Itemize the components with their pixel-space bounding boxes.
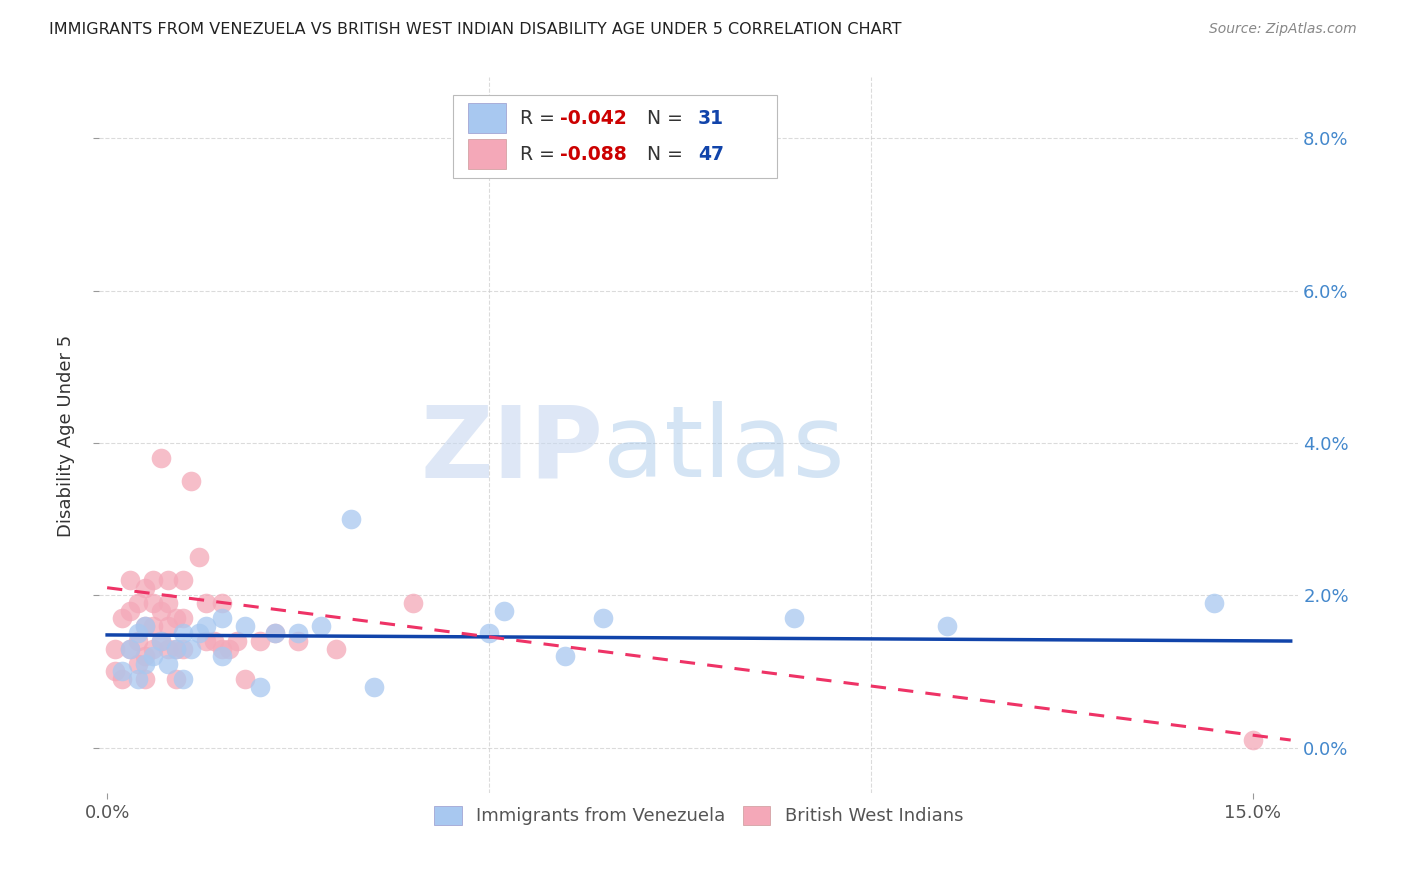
Text: atlas: atlas: [603, 401, 845, 499]
Point: [165, 641, 187, 656]
Point: [127, 672, 149, 686]
Point: [111, 665, 134, 679]
Point: [211, 611, 233, 625]
Point: [134, 619, 156, 633]
Text: -0.088: -0.088: [560, 145, 627, 163]
Point: [172, 641, 194, 656]
Text: R =: R =: [520, 109, 561, 128]
Point: [149, 634, 172, 648]
Point: [127, 657, 149, 671]
Point: [118, 641, 141, 656]
Point: [1204, 596, 1226, 610]
Point: [157, 619, 180, 633]
Text: 47: 47: [697, 145, 724, 163]
Legend: Immigrants from Venezuela, British West Indians: Immigrants from Venezuela, British West …: [426, 797, 973, 834]
Point: [104, 665, 127, 679]
Point: [180, 474, 202, 488]
Point: [127, 596, 149, 610]
Point: [134, 581, 156, 595]
Point: [172, 573, 194, 587]
Point: [149, 603, 172, 617]
Point: [287, 626, 309, 640]
FancyBboxPatch shape: [453, 95, 778, 178]
Point: [127, 634, 149, 648]
Point: [226, 634, 249, 648]
Point: [211, 641, 233, 656]
FancyBboxPatch shape: [468, 139, 506, 169]
Point: [211, 649, 233, 664]
Point: [494, 603, 516, 617]
Point: [783, 611, 806, 625]
Text: -0.042: -0.042: [560, 109, 627, 128]
Text: N =: N =: [636, 109, 689, 128]
Point: [264, 626, 287, 640]
Point: [149, 451, 172, 466]
Point: [142, 649, 165, 664]
Point: [165, 611, 187, 625]
Text: R =: R =: [520, 145, 561, 163]
Point: [478, 626, 501, 640]
Point: [218, 641, 240, 656]
Point: [592, 611, 614, 625]
Point: [118, 573, 141, 587]
Point: [149, 634, 172, 648]
Point: [1241, 733, 1264, 747]
Point: [157, 657, 180, 671]
Point: [340, 512, 363, 526]
Point: [202, 634, 225, 648]
Point: [157, 573, 180, 587]
Text: ZIP: ZIP: [420, 401, 603, 499]
Point: [325, 641, 347, 656]
Point: [401, 596, 423, 610]
Point: [157, 596, 180, 610]
Point: [195, 634, 218, 648]
Point: [142, 596, 165, 610]
Point: [134, 619, 156, 633]
Point: [195, 619, 218, 633]
Point: [264, 626, 287, 640]
Point: [195, 596, 218, 610]
Point: [111, 611, 134, 625]
Point: [249, 680, 271, 694]
Point: [142, 619, 165, 633]
Point: [127, 626, 149, 640]
Point: [211, 596, 233, 610]
Point: [165, 641, 187, 656]
Point: [287, 634, 309, 648]
Point: [363, 680, 385, 694]
Point: [172, 611, 194, 625]
Text: 31: 31: [697, 109, 724, 128]
Text: N =: N =: [636, 145, 689, 163]
Point: [142, 641, 165, 656]
Point: [111, 672, 134, 686]
Point: [157, 641, 180, 656]
Point: [187, 626, 209, 640]
Point: [233, 672, 256, 686]
Point: [118, 641, 141, 656]
Point: [309, 619, 332, 633]
Y-axis label: Disability Age Under 5: Disability Age Under 5: [58, 334, 75, 536]
Point: [134, 657, 156, 671]
Point: [249, 634, 271, 648]
Point: [554, 649, 576, 664]
Point: [172, 626, 194, 640]
Text: IMMIGRANTS FROM VENEZUELA VS BRITISH WEST INDIAN DISABILITY AGE UNDER 5 CORRELAT: IMMIGRANTS FROM VENEZUELA VS BRITISH WES…: [49, 22, 901, 37]
Point: [187, 550, 209, 565]
FancyBboxPatch shape: [468, 103, 506, 133]
Point: [142, 573, 165, 587]
Point: [172, 672, 194, 686]
Point: [104, 641, 127, 656]
Point: [936, 619, 959, 633]
Point: [180, 641, 202, 656]
Point: [134, 672, 156, 686]
Point: [165, 672, 187, 686]
Text: Source: ZipAtlas.com: Source: ZipAtlas.com: [1209, 22, 1357, 37]
Point: [134, 649, 156, 664]
Point: [233, 619, 256, 633]
Point: [118, 603, 141, 617]
